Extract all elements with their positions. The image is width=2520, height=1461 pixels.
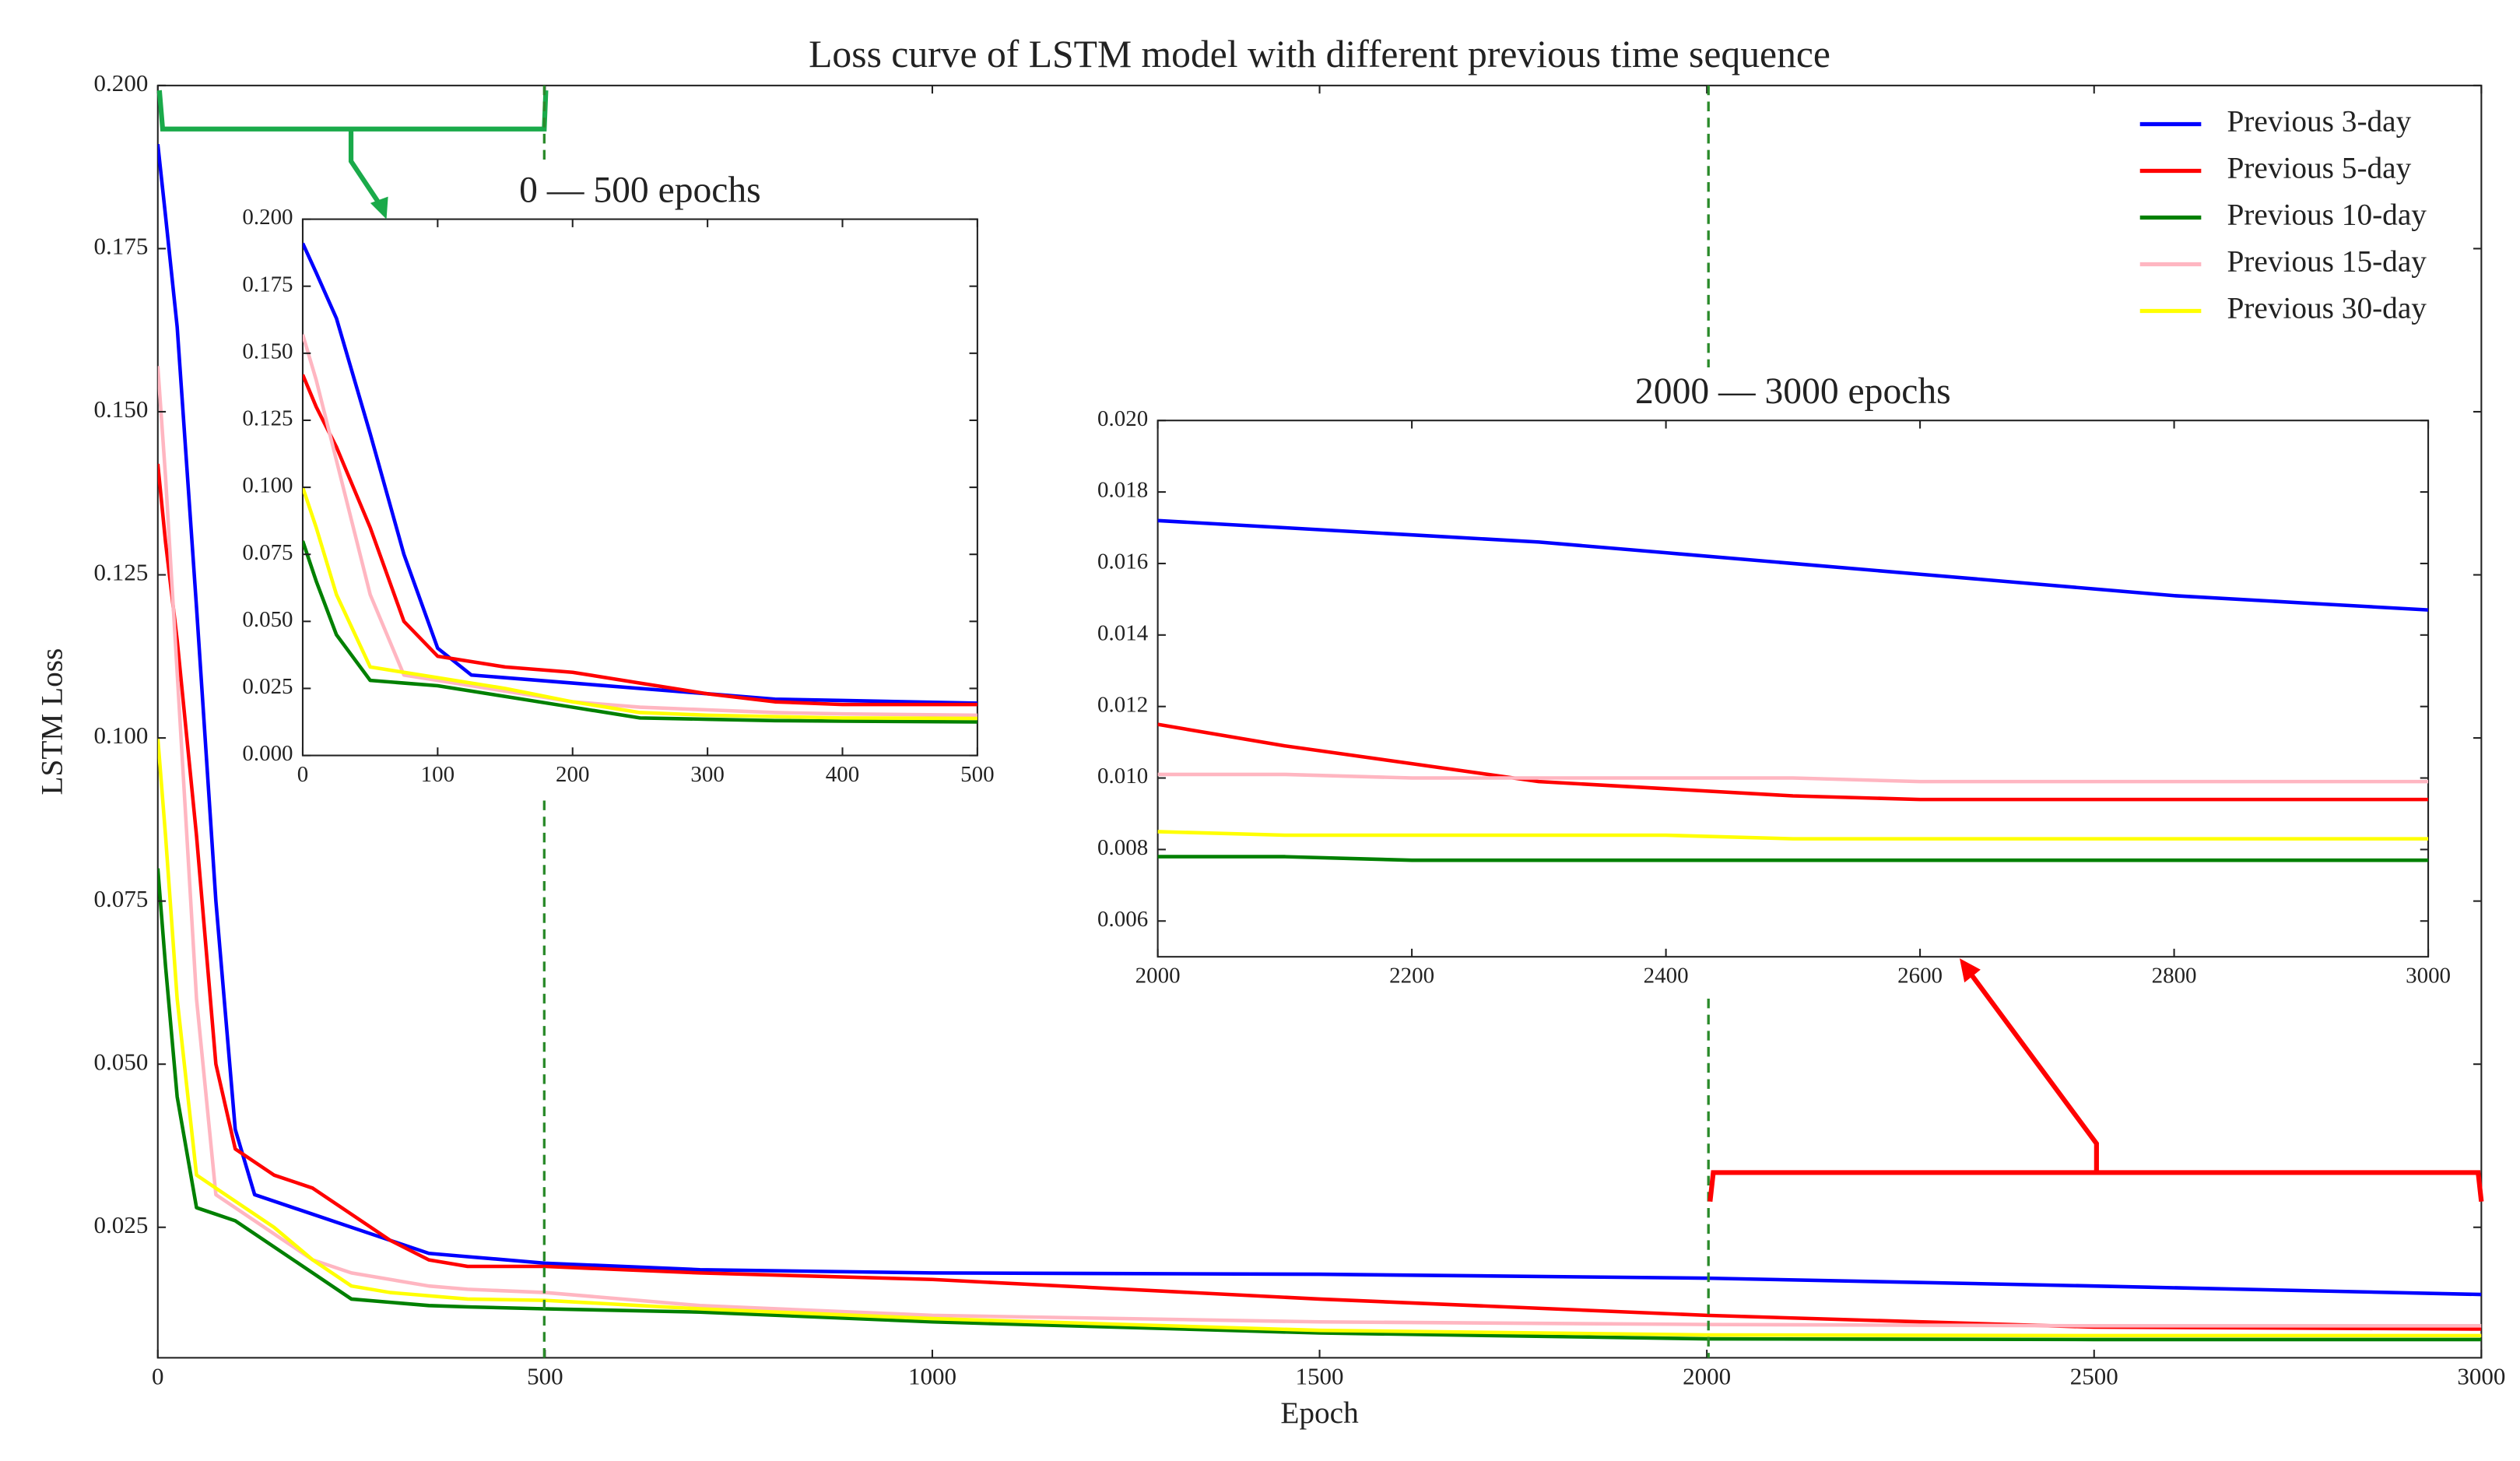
y-tick-label: 0.125 bbox=[94, 559, 149, 586]
series-line bbox=[302, 242, 977, 705]
annotations bbox=[156, 85, 2484, 1358]
y-tick-label: 0.000 bbox=[242, 741, 293, 766]
y-tick-label: 0.050 bbox=[94, 1048, 149, 1075]
y-tick-label: 0.150 bbox=[94, 395, 149, 423]
y-tick-label: 0.050 bbox=[242, 607, 293, 632]
series-line bbox=[157, 868, 2482, 1342]
x-tick-label: 300 bbox=[690, 762, 724, 787]
chart-title: Loss curve of LSTM model with different … bbox=[809, 33, 1830, 76]
y-tick-label: 0.175 bbox=[242, 272, 293, 297]
x-tick-label: 1000 bbox=[908, 1362, 956, 1389]
series-line bbox=[157, 366, 2482, 1328]
y-tick-label: 0.020 bbox=[1097, 406, 1148, 431]
red-arrowhead bbox=[1959, 958, 1981, 983]
series-line bbox=[157, 737, 2482, 1338]
legend-label: Previous 10-day bbox=[2227, 198, 2427, 232]
series-line bbox=[157, 144, 2482, 1297]
plot-area bbox=[301, 218, 978, 757]
legend-label: Previous 15-day bbox=[2227, 244, 2427, 279]
x-tick-label: 3000 bbox=[2457, 1362, 2505, 1389]
y-tick-label: 0.006 bbox=[1097, 907, 1148, 932]
x-tick-label: 2000 bbox=[1135, 964, 1181, 989]
x-tick-label: 2600 bbox=[1897, 964, 1943, 989]
inset-chart: 2000 2200 2400 2600 2800 3000 0.006 0.008 0.010 0… bbox=[1097, 371, 2451, 989]
y-tick-label: 0.014 bbox=[1097, 620, 1149, 645]
series-line bbox=[157, 463, 2482, 1331]
series-line bbox=[1157, 830, 2429, 841]
series-line bbox=[1157, 855, 2429, 862]
x-tick-label: 2500 bbox=[2070, 1362, 2118, 1389]
y-tick-label: 0.018 bbox=[1097, 478, 1148, 503]
x-tick-label: 500 bbox=[527, 1362, 563, 1389]
series-line bbox=[302, 486, 977, 721]
green-arrowhead bbox=[370, 196, 388, 220]
x-tick-label: 3000 bbox=[2406, 964, 2451, 989]
y-tick-label: 0.100 bbox=[242, 473, 293, 498]
series-line bbox=[1157, 772, 2429, 784]
x-tick-label: 2200 bbox=[1389, 964, 1434, 989]
y-axis-label: LSTM Loss bbox=[34, 648, 68, 795]
x-tick-label: 0 bbox=[152, 1362, 164, 1389]
series-line bbox=[302, 540, 977, 724]
chart-title: 2000 — 3000 epochs bbox=[1635, 371, 1951, 412]
y-tick-label: 0.125 bbox=[242, 406, 293, 431]
y-tick-label: 0.075 bbox=[94, 885, 149, 912]
chart-title: 0 — 500 epochs bbox=[519, 170, 761, 210]
x-tick-label: 0 bbox=[297, 762, 308, 787]
y-tick-label: 0.200 bbox=[94, 69, 149, 97]
series-line bbox=[302, 334, 977, 718]
series-line bbox=[1157, 722, 2429, 802]
y-tick-label: 0.150 bbox=[242, 339, 293, 363]
x-tick-label: 100 bbox=[421, 762, 455, 787]
x-axis-label: Epoch bbox=[1280, 1396, 1359, 1430]
y-tick-label: 0.016 bbox=[1097, 550, 1148, 574]
red-brace bbox=[1707, 968, 2484, 1203]
y-tick-label: 0.200 bbox=[242, 205, 293, 230]
x-tick-label: 400 bbox=[826, 762, 859, 787]
y-tick-label: 0.025 bbox=[94, 1211, 149, 1238]
legend-label: Previous 5-day bbox=[2227, 151, 2411, 185]
y-tick-label: 0.175 bbox=[94, 233, 149, 260]
x-tick-label: 200 bbox=[556, 762, 589, 787]
series-line bbox=[1157, 518, 2429, 612]
legend-label: Previous 30-day bbox=[2227, 291, 2427, 325]
x-tick-label: 2400 bbox=[1644, 964, 1689, 989]
y-tick-label: 0.012 bbox=[1097, 692, 1148, 717]
x-tick-label: 2000 bbox=[1683, 1362, 1731, 1389]
x-tick-label: 500 bbox=[960, 762, 994, 787]
y-tick-label: 0.008 bbox=[1097, 835, 1148, 860]
series-line bbox=[302, 374, 977, 707]
x-tick-label: 1500 bbox=[1296, 1362, 1344, 1389]
y-tick-label: 0.100 bbox=[94, 722, 149, 749]
y-tick-label: 0.025 bbox=[242, 674, 293, 699]
inset-chart: 0 100 200 300 400 500 0.000 0.025 0.050 0.075 0.10… bbox=[242, 170, 994, 787]
plot-area bbox=[1156, 420, 2430, 958]
y-tick-label: 0.010 bbox=[1097, 764, 1148, 788]
x-tick-label: 2800 bbox=[2152, 964, 2197, 989]
legend-label: Previous 3-day bbox=[2227, 104, 2411, 139]
y-tick-label: 0.075 bbox=[242, 540, 293, 565]
